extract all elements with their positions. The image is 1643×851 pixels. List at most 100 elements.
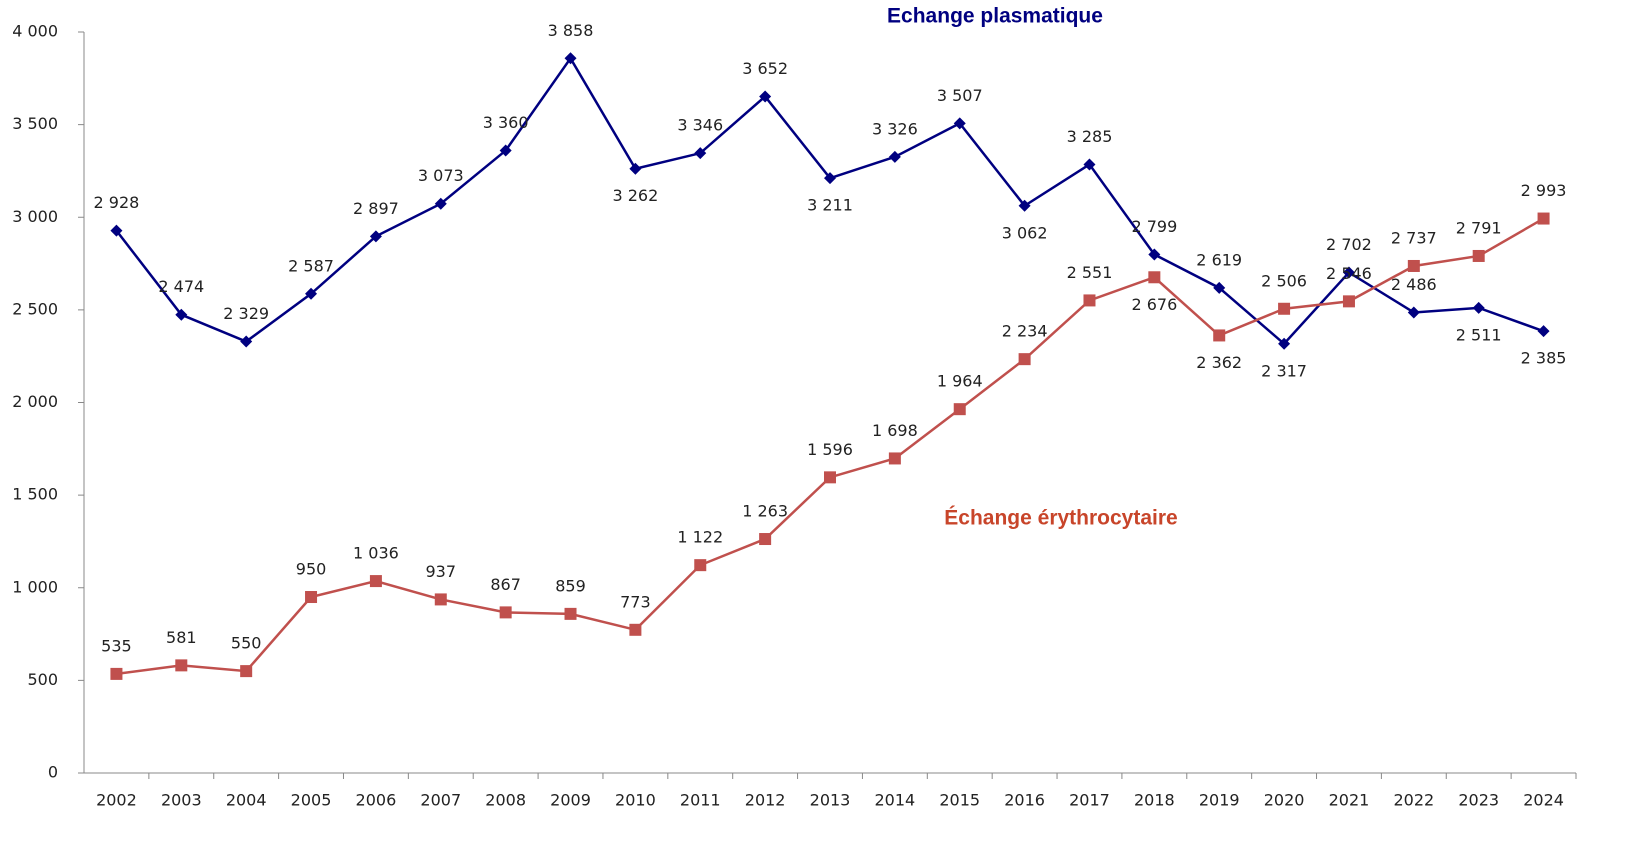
marker [1537,212,1550,225]
marker [759,90,772,103]
marker [564,52,577,65]
data-label: 3 507 [937,86,983,105]
marker [1083,158,1096,171]
data-label: 859 [555,576,586,595]
marker [369,575,382,588]
marker [1537,325,1550,338]
x-tick-label: 2013 [810,791,851,810]
x-tick-label: 2022 [1393,791,1434,810]
marker [1083,294,1096,307]
marker [759,533,772,546]
y-tick-label: 2 000 [12,392,58,411]
data-label: 1 036 [353,544,399,563]
x-tick-label: 2006 [356,791,397,810]
x-tick-label: 2024 [1523,791,1564,810]
data-label: 2 897 [353,199,399,218]
marker [824,471,836,484]
data-label: 2 362 [1196,353,1242,372]
marker [1148,271,1161,284]
y-tick-label: 4 000 [12,22,58,41]
marker [629,623,642,636]
marker [110,224,123,237]
marker [305,287,318,300]
series-label: Échange érythrocytaire [944,507,1177,530]
y-tick-label: 3 500 [12,114,58,133]
marker [564,607,577,620]
x-tick-label: 2004 [226,791,267,810]
x-tick-label: 2003 [161,791,202,810]
marker [953,117,966,130]
data-label: 2 619 [1196,250,1242,269]
marker [240,335,253,348]
marker [888,150,901,163]
data-label: 2 587 [288,256,334,275]
data-label: 1 596 [807,440,853,459]
x-tick-label: 2019 [1199,791,1240,810]
marker [369,230,382,243]
data-label: 2 317 [1261,361,1307,380]
data-label: 1 122 [677,528,723,547]
x-tick-label: 2008 [485,791,526,810]
marker [1342,295,1355,308]
data-label: 581 [166,628,197,647]
data-label: 2 737 [1391,228,1437,247]
data-label: 3 285 [1067,127,1113,146]
data-label: 1 964 [937,372,983,391]
x-tick-label: 2010 [615,791,656,810]
data-label: 3 652 [742,59,788,78]
data-label: 2 799 [1131,217,1177,236]
marker [629,162,642,175]
data-label: 3 858 [548,21,594,40]
data-label: 2 506 [1261,271,1307,290]
data-label: 2 551 [1067,263,1113,282]
data-label: 3 073 [418,166,464,185]
data-label: 937 [426,562,457,581]
data-label: 2 385 [1521,349,1567,368]
marker [499,606,512,619]
marker [1213,329,1226,342]
x-tick-label: 2020 [1264,791,1305,810]
marker [1407,306,1420,319]
x-tick-label: 2018 [1134,791,1175,810]
data-label: 950 [296,560,327,579]
marker [434,593,447,606]
data-label: 550 [231,634,262,653]
marker [694,147,707,160]
marker [1407,259,1420,272]
marker [110,667,123,680]
marker [434,197,447,210]
y-tick-label: 1 500 [12,485,58,504]
data-label: 1 698 [872,421,918,440]
marker [1472,249,1485,262]
x-tick-label: 2017 [1069,791,1110,810]
x-tick-label: 2011 [680,791,721,810]
data-label: 3 062 [1002,223,1048,242]
x-tick-label: 2009 [550,791,591,810]
data-label: 2 546 [1326,264,1372,283]
data-label: 535 [101,636,132,655]
data-label: 2 486 [1391,275,1437,294]
data-label: 773 [620,592,651,611]
series-label: Echange plasmatique [887,5,1103,28]
data-label: 2 511 [1456,325,1502,344]
data-label: 3 346 [677,116,723,135]
marker [1472,301,1485,314]
data-label: 3 211 [807,196,853,215]
data-label: 3 326 [872,119,918,138]
y-tick-label: 1 000 [12,577,58,596]
marker [1213,281,1226,294]
data-label: 3 262 [612,186,658,205]
data-label: 2 676 [1131,295,1177,314]
marker [1018,199,1031,212]
x-tick-label: 2012 [745,791,786,810]
data-label: 2 702 [1326,235,1372,254]
data-label: 2 474 [158,277,204,296]
data-label: 2 234 [1002,322,1048,341]
y-tick-label: 500 [27,670,58,689]
y-tick-label: 3 000 [12,207,58,226]
data-label: 2 791 [1456,218,1502,237]
x-tick-label: 2023 [1458,791,1499,810]
x-tick-label: 2002 [96,791,137,810]
marker [240,665,253,678]
